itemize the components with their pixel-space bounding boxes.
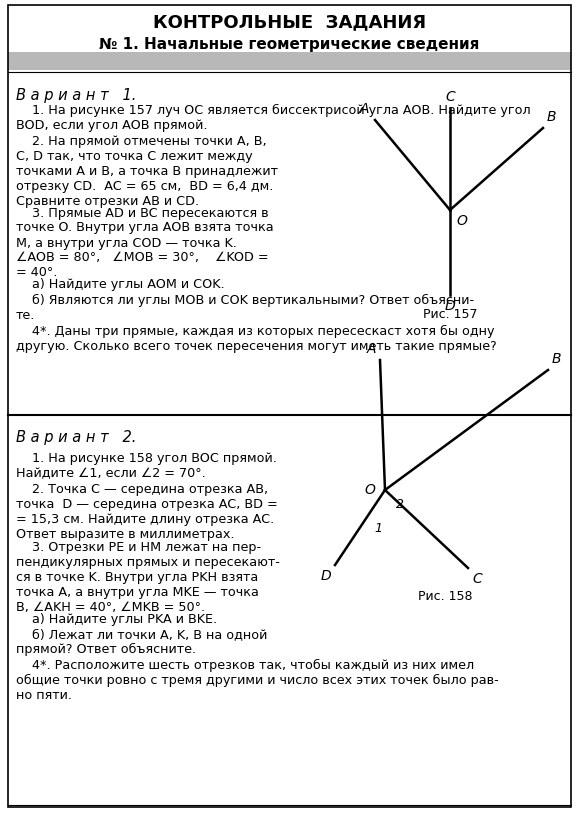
Text: 4*. Даны три прямые, каждая из которых пересескаст хотя бы одну
другую. Сколько : 4*. Даны три прямые, каждая из которых п… [16,325,497,352]
Text: C: C [445,90,455,104]
Text: 4*. Расположите шесть отрезков так, чтобы каждый из них имел
общие точки ровно с: 4*. Расположите шесть отрезков так, чтоб… [16,659,499,702]
Text: C: C [472,572,482,586]
Text: 2: 2 [396,498,404,511]
Text: 2. На прямой отмечены точки A, B,
C, D так, что точка C лежит между
точками A и : 2. На прямой отмечены точки A, B, C, D т… [16,135,278,208]
Text: 3. Прямые AD и BC пересекаются в
точке O. Внутри угла AOB взята точка
M, а внутр: 3. Прямые AD и BC пересекаются в точке O… [16,207,274,279]
Text: 1. На рисунке 158 угол BOC прямой.
Найдите ∠1, если ∠2 = 70°.: 1. На рисунке 158 угол BOC прямой. Найди… [16,452,277,480]
Text: Рис. 157: Рис. 157 [423,308,477,321]
Text: D: D [320,569,331,583]
Text: 1: 1 [374,522,382,535]
Text: O: O [456,214,467,228]
Text: 2. Точка C — середина отрезка AB,
точка  D — середина отрезка AC, BD =
= 15,3 см: 2. Точка C — середина отрезка AB, точка … [16,483,278,541]
Text: Рис. 158: Рис. 158 [418,590,472,603]
Text: O: O [364,483,375,497]
Text: В а р и а н т   1.: В а р и а н т 1. [16,88,137,103]
Text: A: A [360,102,369,116]
Text: а) Найдите углы AOM и COK.: а) Найдите углы AOM и COK. [16,278,225,291]
Bar [8,52,571,70]
Text: A: A [367,342,376,356]
Text: В а р и а н т   2.: В а р и а н т 2. [16,430,137,445]
Text: B: B [552,352,562,366]
Text: D: D [445,299,455,313]
Text: B: B [547,110,556,124]
Text: КОНТРОЛЬНЫЕ  ЗАДАНИЯ: КОНТРОЛЬНЫЕ ЗАДАНИЯ [153,13,426,31]
Text: 1. На рисунке 157 луч OC является биссектрисой угла AOB. Найдите угол
BOD, если : 1. На рисунке 157 луч OC является биссек… [16,104,530,132]
Text: 3. Отрезки PE и HM лежат на пер-
пендикулярных прямых и пересекают-
ся в точке K: 3. Отрезки PE и HM лежат на пер- пендику… [16,541,280,614]
Text: № 1. Начальные геометрические сведения: № 1. Начальные геометрические сведения [100,37,479,51]
Text: б) Лежат ли точки A, K, B на одной
прямой? Ответ объясните.: б) Лежат ли точки A, K, B на одной прямо… [16,628,267,656]
Text: б) Являются ли углы MOB и COK вертикальными? Ответ объясни-
те.: б) Являются ли углы MOB и COK вертикальн… [16,294,474,322]
Text: а) Найдите углы PKA и BKE.: а) Найдите углы PKA и BKE. [16,612,217,625]
